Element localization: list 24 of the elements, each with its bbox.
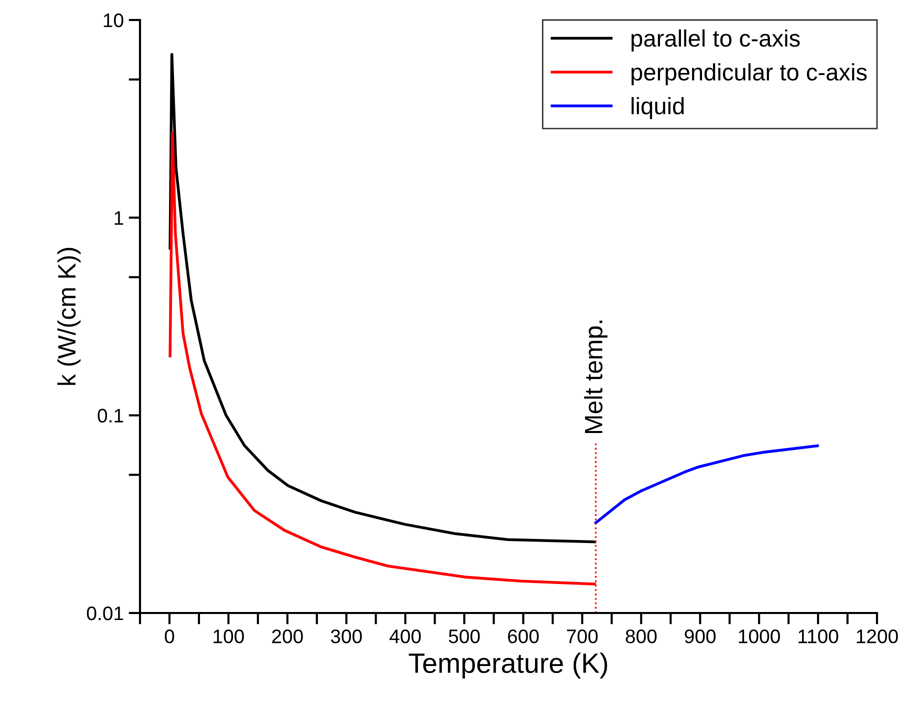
x-tick-label: 0 — [164, 629, 174, 644]
legend-label: parallel to c-axis — [632, 29, 800, 52]
x-tick-label: 200 — [272, 629, 303, 644]
y-tick-label: 10 — [104, 13, 124, 28]
line-series — [594, 444, 819, 524]
x-tick-label: 800 — [626, 629, 657, 644]
x-tick-label: 700 — [566, 629, 598, 644]
y-axis-title: k (W/(cm K)) — [57, 248, 81, 385]
x-tick-label: 1100 — [798, 629, 838, 644]
y-tick-label: 0.1 — [98, 408, 124, 423]
x-tick-label: 100 — [214, 629, 244, 644]
x-tick-label: 1200 — [856, 629, 898, 644]
ref-line-label: Melt temp. — [584, 320, 608, 434]
y-tick-label: 1 — [114, 211, 124, 225]
x-tick-label: 1000 — [738, 629, 780, 644]
y-tick-label: 0.01 — [86, 606, 124, 620]
x-tick-label: 300 — [330, 629, 362, 644]
legend-label: liquid — [632, 97, 684, 120]
legend-label: perpendicular to c-axis — [632, 63, 867, 86]
x-tick-label: 500 — [448, 629, 480, 644]
x-axis-title: Temperature (K) — [408, 652, 608, 679]
x-tick-label: 900 — [684, 629, 716, 644]
x-tick-label: 400 — [390, 629, 421, 644]
x-tick-label: 600 — [508, 629, 539, 644]
